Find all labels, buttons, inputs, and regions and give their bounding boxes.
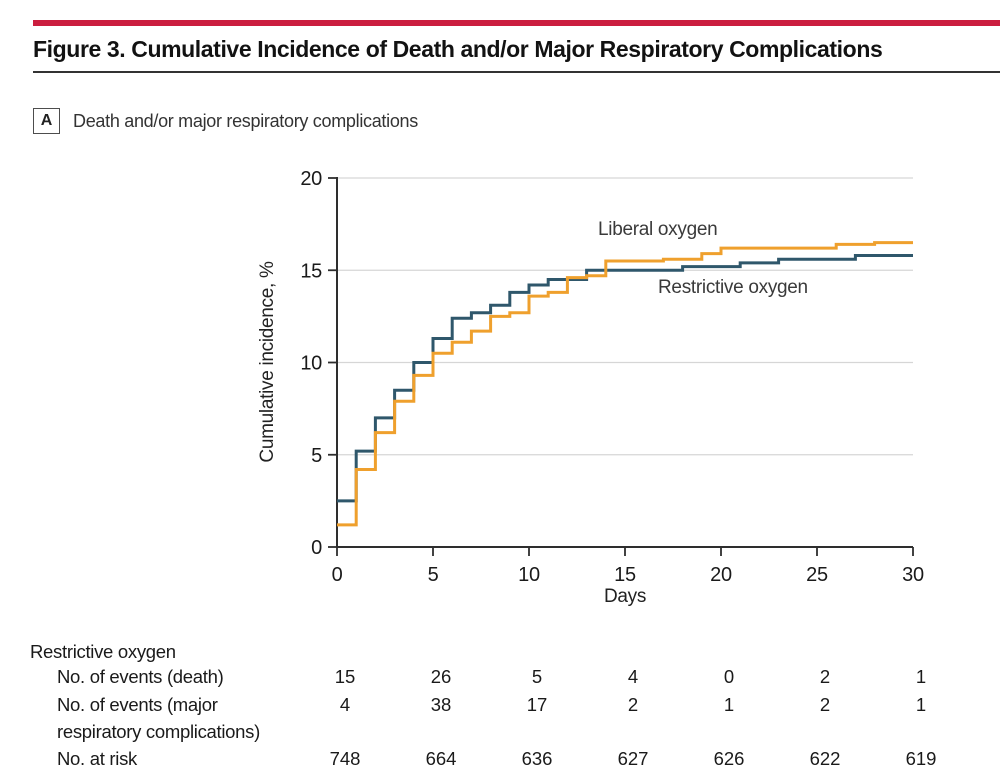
- series-liberal-oxygen: [337, 241, 913, 527]
- risk-row-label-at-risk: No. at risk: [57, 748, 137, 769]
- y-tick-label-15: 15: [300, 260, 322, 282]
- risk-value: 17: [526, 694, 548, 715]
- y-axis-title: Cumulative incidence, %: [257, 261, 278, 463]
- y-tick-label-5: 5: [311, 445, 322, 467]
- legend-liberal-oxygen: Liberal oxygen: [598, 219, 718, 240]
- risk-value: 627: [617, 748, 649, 769]
- x-tick-label-15: 15: [614, 564, 636, 586]
- x-tick-label-0: 0: [332, 564, 343, 586]
- risk-value: 626: [713, 748, 745, 769]
- risk-value: 2: [819, 666, 831, 687]
- risk-row-label-complications: No. of events (major: [57, 694, 218, 715]
- y-tick-label-0: 0: [311, 537, 322, 559]
- x-axis-title: Days: [603, 586, 647, 607]
- risk-value: 1: [915, 694, 927, 715]
- panel-a-badge: A: [33, 108, 60, 134]
- risk-row-label-deaths: No. of events (death): [57, 666, 224, 687]
- risk-value: 2: [627, 694, 639, 715]
- y-tick-label-10: 10: [300, 353, 322, 375]
- risk-value: 619: [905, 748, 937, 769]
- risk-value: 636: [521, 748, 553, 769]
- risk-value: 0: [723, 666, 735, 687]
- risk-value: 4: [339, 694, 351, 715]
- x-tick-label-25: 25: [806, 564, 828, 586]
- x-tick-label-30: 30: [902, 564, 924, 586]
- y-tick-label-20: 20: [300, 168, 322, 190]
- risk-value: 664: [425, 748, 457, 769]
- risk-value: 38: [430, 694, 452, 715]
- risk-table-group-label: Restrictive oxygen: [30, 641, 176, 662]
- x-tick-label-5: 5: [428, 564, 439, 586]
- x-tick-label-20: 20: [710, 564, 732, 586]
- risk-value: 4: [627, 666, 639, 687]
- risk-value: 2: [819, 694, 831, 715]
- legend-restrictive-oxygen: Restrictive oxygen: [658, 277, 808, 298]
- risk-row-label-complications-cont: respiratory complications): [57, 721, 260, 742]
- risk-value: 748: [329, 748, 361, 769]
- panel-a-title: Death and/or major respiratory complicat…: [73, 111, 418, 131]
- risk-value: 5: [531, 666, 543, 687]
- title-divider: [33, 71, 1000, 73]
- risk-value: 1: [915, 666, 927, 687]
- x-tick-label-10: 10: [518, 564, 540, 586]
- series-restrictive-oxygen: [337, 254, 913, 503]
- risk-value: 15: [334, 666, 356, 687]
- accent-bar: [33, 20, 1000, 26]
- figure-title: Figure 3. Cumulative Incidence of Death …: [33, 36, 883, 62]
- panel-a-letter: A: [40, 112, 53, 129]
- risk-value: 622: [809, 748, 841, 769]
- risk-value: 1: [723, 694, 735, 715]
- risk-value: 26: [430, 666, 452, 687]
